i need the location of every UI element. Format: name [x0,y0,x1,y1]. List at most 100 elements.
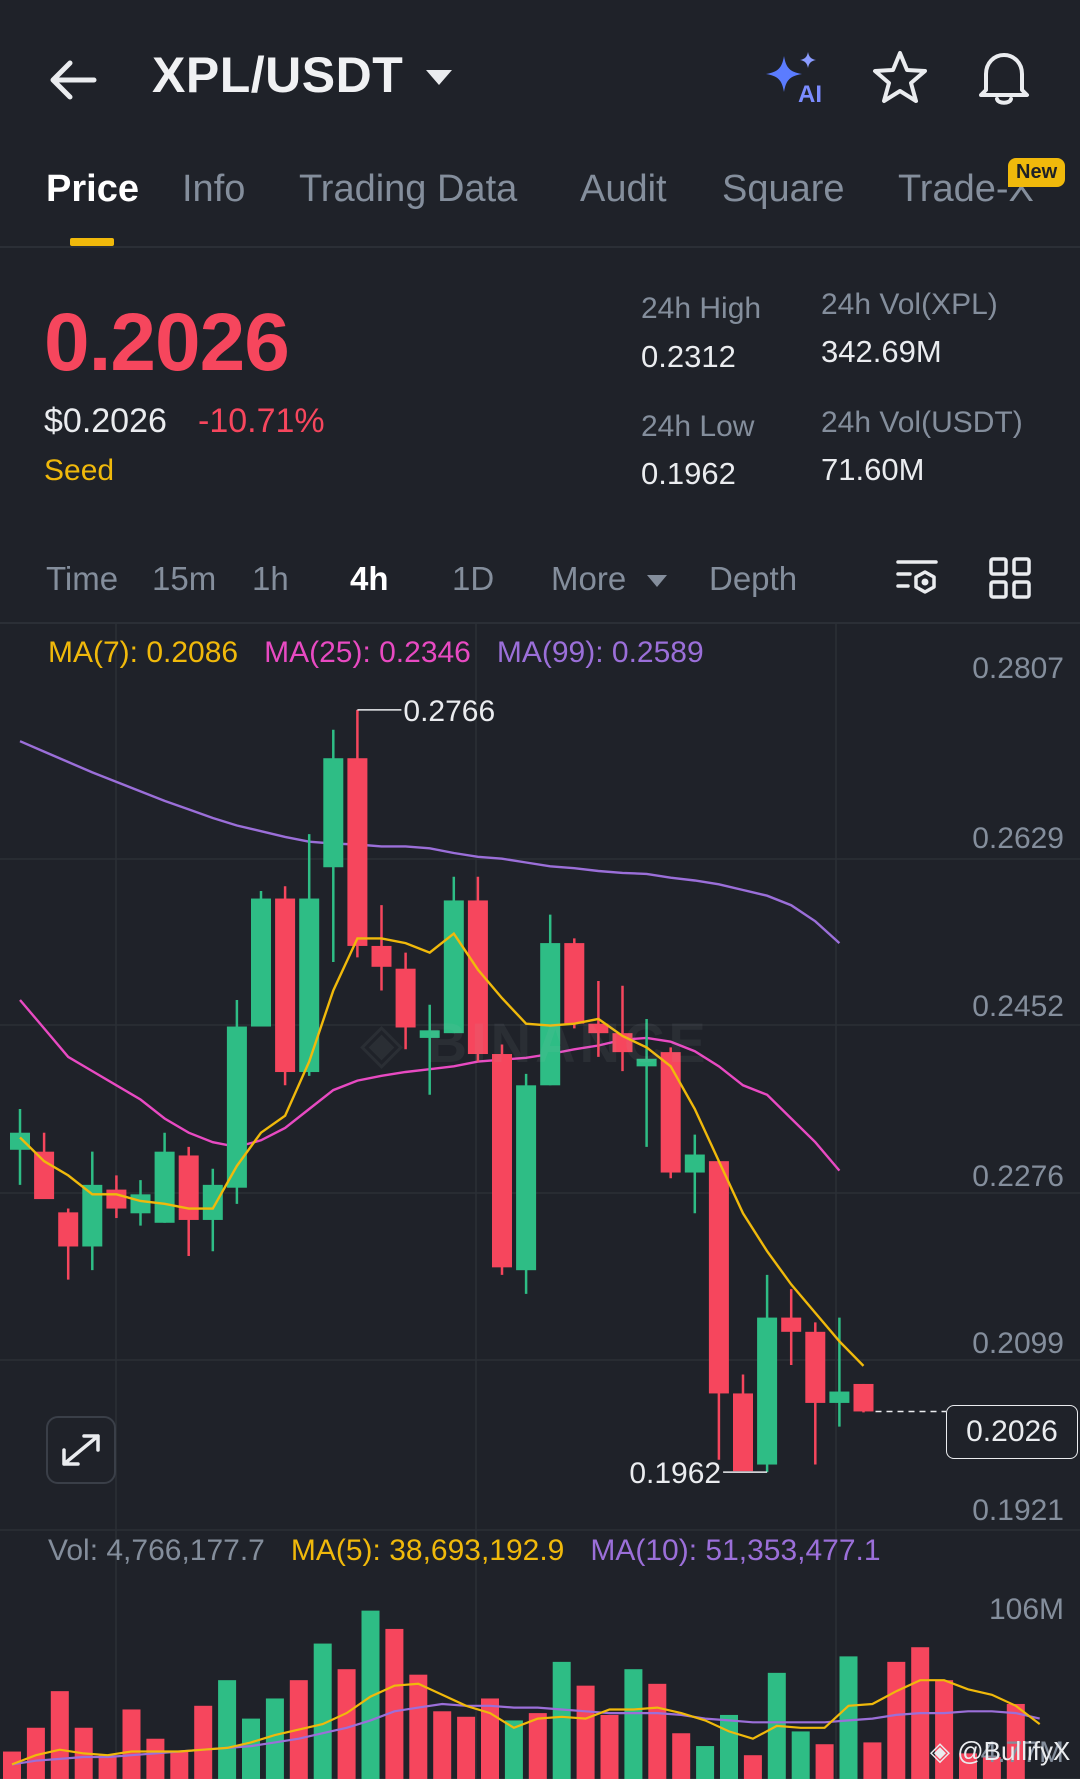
interval-15m[interactable]: 15m [152,560,217,597]
favorite-star-icon[interactable] [870,48,930,108]
ma-legend: MA(7): 0.2086 MA(25): 0.2346 MA(99): 0.258… [48,636,730,670]
ai-sparkle-icon[interactable]: AI [762,50,828,106]
candle-body [588,1023,609,1034]
price-axis-label: 0.1921 [972,1494,1064,1527]
volume-bar [935,1680,954,1779]
notification-bell-icon[interactable] [974,46,1034,108]
volume-bar [720,1714,738,1779]
volume-bar [98,1755,117,1779]
price-axis-label: 0.2099 [972,1327,1064,1360]
volume-bar [982,1757,1001,1779]
candle-body [395,968,416,1028]
volume-bar [242,1718,260,1779]
tab-price[interactable]: Price [46,168,139,210]
volume-axis-bottom: 4.77M [980,1736,1064,1769]
volume-bar [385,1628,404,1779]
layout-grid-icon[interactable] [988,556,1032,600]
price-axis-label: 0.2452 [972,990,1064,1023]
last-price: 0.2026 [44,297,290,388]
vol-ma10-path [11,1702,1040,1766]
price-markers: 0.2766 0.1962 [357,695,946,1490]
interval-depth[interactable]: Depth [709,560,798,597]
volume-bar [528,1713,547,1779]
volume-bar [26,1727,45,1779]
candle-body [275,898,296,1073]
candle-body [178,1155,199,1220]
candle-body [10,1132,30,1150]
price-axis-label: 0.2629 [972,822,1064,855]
ma99-path [19,740,841,944]
interval-more[interactable]: More [551,560,627,597]
price-axis-label: 0.2276 [972,1160,1064,1193]
volume-bar [457,1716,476,1779]
new-badge: New [1008,158,1066,187]
volume-bar [1006,1703,1025,1779]
volume-bar [648,1683,667,1779]
volume-bar [815,1744,834,1779]
volume-bar [433,1711,452,1779]
volume-bar [959,1753,977,1779]
chart-settings-icon[interactable] [894,556,940,600]
interval-time[interactable]: Time [46,560,119,597]
volume-bar [743,1755,762,1779]
candle-body [299,898,320,1073]
trading-pair-title[interactable]: XPL/USDT [152,47,404,103]
low-price-label: 0.1962 [629,1457,721,1490]
tab-audit[interactable]: Audit [580,168,667,210]
low-24h-value: 0.1962 [641,456,736,491]
back-arrow-icon[interactable] [44,50,104,110]
candle-body [636,1058,657,1067]
ma99-legend: MA(99): 0.2589 [496,636,704,669]
volume-bar [624,1669,643,1779]
volume-bars [3,1610,1041,1779]
interval-bar: Time 15m 1h 4h 1D More Depth [0,548,1080,624]
tab-trading-data[interactable]: Trading Data [299,168,518,210]
volume-bar [409,1674,428,1779]
candle-body [58,1212,79,1247]
candle-body [347,758,368,946]
candle-body [323,758,344,868]
interval-1h[interactable]: 1h [252,560,289,597]
volume-legend: Vol: 4,766,177.7 MA(5): 38,693,192.9 MA(10… [48,1534,907,1568]
vol-base-value: 342.69M [821,334,942,369]
candle-body [419,1030,440,1038]
vol-quote-value: 71.60M [821,452,925,487]
interval-4h[interactable]: 4h [350,560,389,597]
section-tabs: Price Info Trading Data Audit Square Tra… [0,150,1080,248]
candle-body [106,1189,127,1209]
candle-body [130,1194,151,1214]
ma7-line [19,931,865,1367]
interval-1d[interactable]: 1D [452,560,495,597]
candle-body [757,1317,778,1465]
brand-diamond-icon: ◈ [930,1736,950,1766]
candle-body [708,1161,729,1394]
candle-body [154,1151,175,1223]
brand-watermark: ◈ @BullifyX [930,1736,1070,1767]
volume-bar [672,1733,691,1779]
tab-info[interactable]: Info [182,168,246,210]
candle-body [226,1026,247,1188]
top-bar: XPL/USDT AI [0,0,1080,150]
volume-bar [313,1643,332,1779]
tab-square[interactable]: Square [722,168,845,210]
more-caret-icon[interactable] [646,574,668,588]
usd-price: $0.2026 [44,402,167,440]
candle-body [660,1052,681,1173]
price-chart[interactable]: 0.2766 0.1962 [0,624,1080,1779]
candles [10,709,874,1473]
volume-axis-top: 106M [988,1593,1064,1626]
volume-bar [337,1669,356,1779]
pair-dropdown-caret-icon[interactable] [424,66,454,88]
candle-body [733,1393,753,1472]
high-price-label: 0.2766 [403,695,495,728]
volume-bar [696,1746,715,1779]
candle-body [853,1383,874,1412]
active-tab-indicator [70,238,114,246]
candle-body [516,1085,537,1271]
price-axis-label: 0.2807 [972,652,1064,685]
volume-bar [218,1680,237,1779]
last-price-marker: 0.2026 [946,1405,1078,1459]
seed-tag[interactable]: Seed [44,454,115,487]
vol-ma5-path [11,1679,1041,1766]
fullscreen-button[interactable] [46,1416,116,1484]
